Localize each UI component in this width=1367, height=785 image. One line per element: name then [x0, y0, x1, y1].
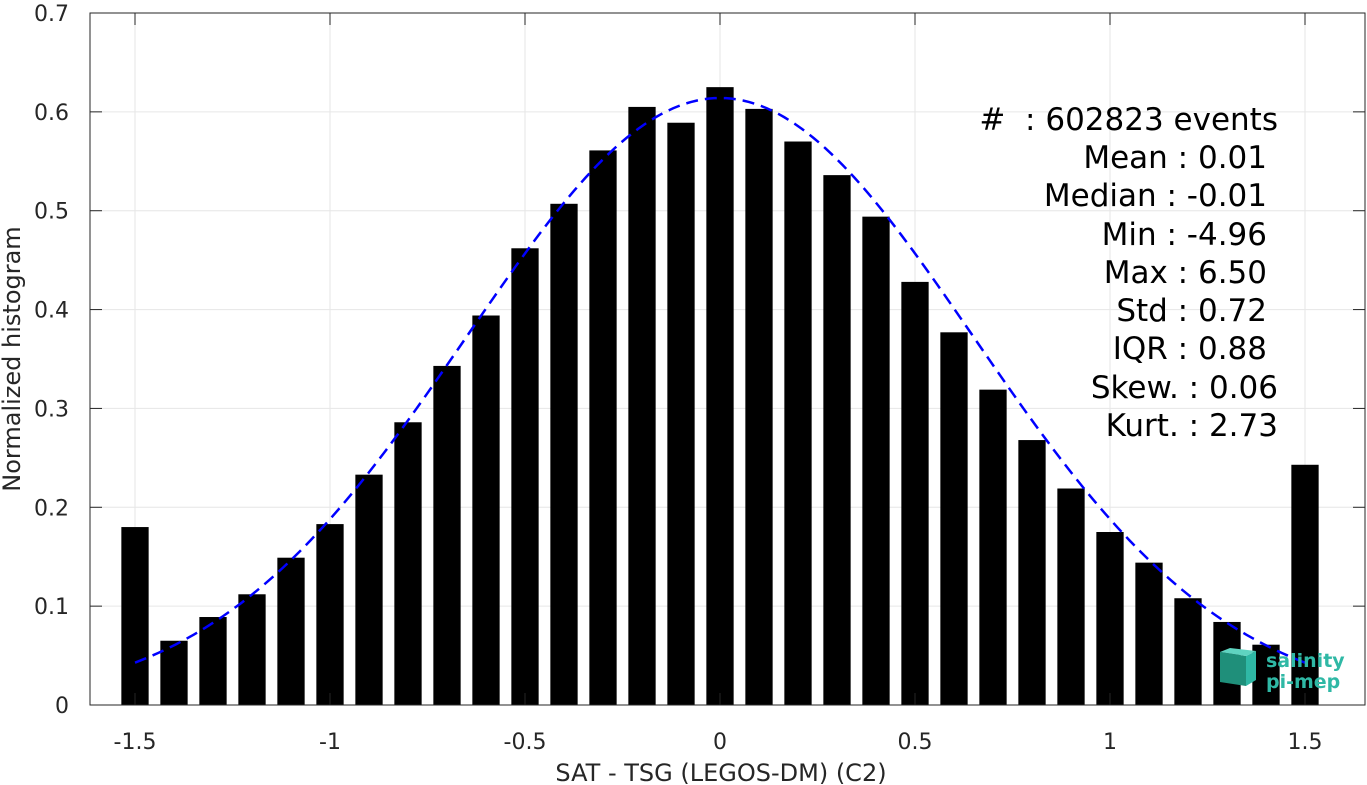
x-tick-label: 1.5 — [1288, 730, 1323, 755]
histogram-bar — [589, 150, 617, 705]
logo-text-salinity: salinity — [1266, 650, 1345, 672]
histogram-bar — [1096, 532, 1124, 705]
stat-skew: Skew. : 0.06 — [1091, 370, 1278, 406]
x-tick-label: 0 — [713, 730, 727, 755]
y-tick-label: 0.5 — [34, 200, 69, 225]
y-tick-label: 0.1 — [34, 595, 69, 620]
stat-kurt: Kurt. : 2.73 — [1106, 408, 1278, 444]
histogram-bar — [940, 332, 968, 705]
y-tick-label: 0.4 — [34, 299, 69, 324]
x-tick-label: 1 — [1103, 730, 1117, 755]
histogram-bar — [160, 640, 188, 705]
stat-min: Min : -4.96 — [1102, 217, 1267, 253]
histogram-bar — [628, 106, 656, 705]
stats-box: # : 602823 events Mean : 0.01 Median : -… — [979, 102, 1278, 444]
histogram-bar — [706, 87, 734, 705]
histogram-bar — [1057, 488, 1085, 705]
y-tick-label: 0.2 — [34, 496, 69, 521]
x-tick-label: -0.5 — [504, 730, 547, 755]
x-tick-labels: -1.5 -1 -0.5 0 0.5 1 1.5 — [114, 730, 1323, 755]
y-axis-label: Normalized histogram — [0, 226, 26, 491]
histogram-bar — [1291, 464, 1319, 705]
salinity-pi-mep-logo: salinity pi-mep — [1220, 648, 1345, 693]
stat-median: Median : -0.01 — [1044, 178, 1267, 214]
histogram-bar — [1174, 598, 1202, 705]
histogram-bar — [1018, 440, 1046, 705]
histogram-bar — [901, 281, 929, 705]
y-tick-label: 0 — [55, 694, 69, 719]
histogram-bar — [1252, 644, 1280, 705]
histogram-bar — [394, 422, 422, 705]
histogram-bar — [472, 315, 500, 705]
histogram-bar — [238, 594, 266, 705]
histogram-bar — [862, 216, 890, 705]
histogram-bar — [823, 175, 851, 705]
axis-ticks — [90, 12, 1365, 706]
histogram-bar — [511, 248, 539, 705]
y-tick-label: 0.3 — [34, 397, 69, 422]
logo-cube-icon — [1220, 648, 1256, 686]
stat-std: Std : 0.72 — [1116, 293, 1267, 329]
histogram-bar — [784, 141, 812, 705]
logo-text-pi-mep: pi-mep — [1266, 671, 1340, 693]
x-tick-label: -1.5 — [114, 730, 157, 755]
histogram-bar — [979, 389, 1007, 705]
x-tick-label: 0.5 — [898, 730, 933, 755]
histogram-bars — [121, 87, 1319, 706]
histogram-bar — [121, 527, 149, 705]
y-tick-labels: 0 0.1 0.2 0.3 0.4 0.5 0.6 0.7 — [34, 2, 69, 719]
histogram-bar — [550, 203, 578, 705]
histogram-bar — [745, 108, 773, 706]
stat-iqr: IQR : 0.88 — [1113, 331, 1267, 367]
histogram-bar — [355, 474, 383, 705]
histogram-bar — [277, 557, 305, 705]
stat-max: Max : 6.50 — [1104, 255, 1267, 291]
histogram-bar — [316, 524, 344, 705]
y-tick-label: 0.6 — [34, 101, 69, 126]
histogram-bar — [199, 617, 227, 705]
histogram-bar — [667, 122, 695, 705]
histogram-bar — [1135, 562, 1163, 705]
stat-mean: Mean : 0.01 — [1083, 140, 1267, 176]
plot-frame — [89, 12, 1366, 706]
stat-events: # : 602823 events — [979, 102, 1278, 138]
histogram-bar — [433, 365, 461, 705]
y-tick-label: 0.7 — [34, 2, 69, 27]
x-axis-label: SAT - TSG (LEGOS-DM) (C2) — [555, 759, 886, 785]
x-tick-label: -1 — [319, 730, 341, 755]
